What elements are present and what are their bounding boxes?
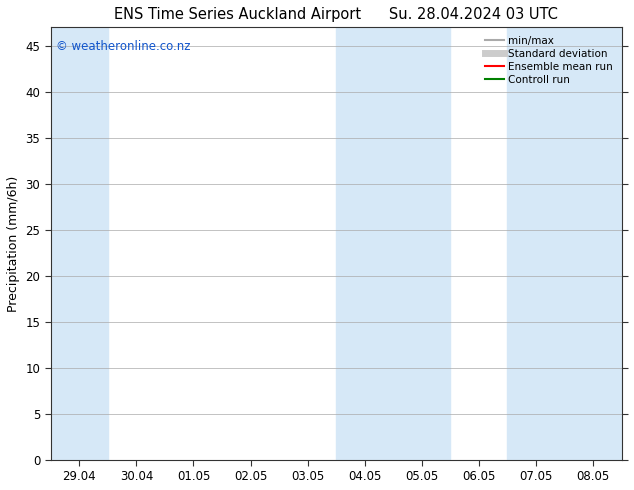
Bar	[564, 27, 621, 460]
Y-axis label: Precipitation (mm/6h): Precipitation (mm/6h)	[7, 175, 20, 312]
Bar	[336, 27, 393, 460]
Bar	[507, 27, 564, 460]
Legend: min/max, Standard deviation, Ensemble mean run, Controll run: min/max, Standard deviation, Ensemble me…	[482, 32, 616, 88]
Title: ENS Time Series Auckland Airport      Su. 28.04.2024 03 UTC: ENS Time Series Auckland Airport Su. 28.…	[114, 7, 558, 22]
Bar	[51, 27, 108, 460]
Bar	[393, 27, 450, 460]
Text: © weatheronline.co.nz: © weatheronline.co.nz	[56, 40, 191, 53]
